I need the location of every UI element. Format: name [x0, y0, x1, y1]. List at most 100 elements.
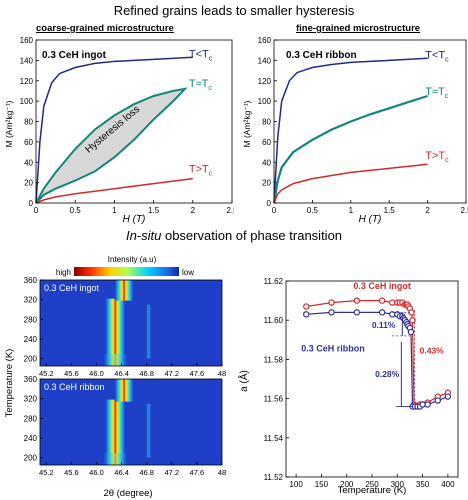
series-line	[273, 163, 428, 204]
panel-c-heatmap: Intensity (a.u) high low 200 240 280 320 360…	[4, 255, 226, 499]
y-tick-label: 320	[24, 296, 38, 305]
data-point	[444, 393, 452, 400]
x-tick-label: 47.6	[190, 369, 205, 378]
peak-broadening	[104, 453, 127, 465]
x-tick-label: 46.8	[139, 369, 154, 378]
y-tick-label: 120	[20, 77, 34, 86]
panel-c-ylabel: Temperature (K)	[4, 349, 15, 418]
panel-a-header: coarse-grained microstructure	[36, 23, 174, 34]
data-point	[328, 299, 335, 306]
y-tick-label: 0	[29, 199, 34, 208]
figure-title: Refined grains leads to smaller hysteres…	[113, 3, 355, 18]
y-tick-label: 240	[24, 335, 38, 344]
series-line	[35, 177, 193, 204]
panel-c-xlabel: 2θ (degree)	[103, 488, 152, 499]
y-tick-label: 11.52	[264, 473, 284, 482]
heatmap-frame	[39, 279, 223, 367]
panel-c-top-label: 0.3 CeH ingot	[44, 283, 100, 293]
y-tick-label: 140	[258, 56, 272, 65]
heatmap-frame	[39, 378, 223, 466]
colorbar-high-label: high	[56, 268, 71, 277]
curve-label: T≈Tc	[425, 86, 448, 100]
x-tick-label: 47.2	[164, 468, 179, 477]
y-tick-label: 200	[24, 355, 38, 364]
data-point	[303, 303, 310, 310]
data-point	[328, 309, 335, 316]
y-tick-label: 280	[24, 414, 38, 423]
subtitle-rest: observation of phase transition	[161, 228, 343, 243]
panel-a-ylabel: M (Am²kg⁻¹)	[4, 100, 14, 147]
data-point	[378, 297, 386, 304]
hysteresis-loop	[35, 87, 188, 204]
weak-peak	[146, 403, 151, 458]
x-tick-label: 45.2	[39, 369, 54, 378]
data-point	[378, 309, 386, 316]
curve-label: T≈Tc	[189, 78, 212, 92]
curve-label: T>Tc	[425, 150, 449, 164]
x-tick-label: 2.5	[460, 206, 468, 215]
panel-a-chart: 02040608010012014016000.511.522.5Hystere…	[4, 36, 234, 225]
curve-label: T<Tc	[425, 49, 449, 63]
x-tick-label: 0	[34, 206, 39, 215]
data-point	[419, 401, 426, 408]
data-point	[353, 309, 361, 316]
annotation-0.43: 0.43%	[420, 346, 445, 356]
colorbar	[74, 267, 179, 276]
y-tick-label: 11.62	[264, 277, 284, 286]
y-tick-label: 20	[24, 179, 33, 188]
x-tick-label: 100	[289, 480, 303, 489]
data-point	[303, 311, 310, 318]
y-tick-label: 240	[24, 434, 38, 443]
subtitle-italic: In-situ	[125, 228, 162, 243]
x-tick-label: 2	[425, 206, 430, 215]
x-tick-label: 300	[391, 480, 405, 489]
x-tick-label: 250	[365, 480, 379, 489]
x-tick-label: 45.6	[64, 369, 79, 378]
y-tick-label: 80	[24, 118, 33, 127]
y-tick-label: 20	[262, 179, 271, 188]
panel-b-ylabel: M (Am²kg⁻¹)	[242, 100, 252, 147]
panel-b-chart: 0 20 40 60 80 100 120 140 160 0 0.5 1 1.5 2 2.5 T<Tc T≈T…	[242, 36, 468, 225]
x-tick-label: 1.5	[384, 206, 396, 215]
y-tick-label: 140	[20, 56, 34, 65]
x-tick-label: 0.5	[307, 206, 319, 215]
series-line	[273, 57, 428, 204]
y-tick-label: 11.56	[264, 395, 284, 404]
x-tick-label: 1	[112, 206, 117, 215]
data-point	[434, 397, 441, 404]
x-tick-label: 47.6	[190, 468, 205, 477]
y-tick-label: 60	[262, 138, 271, 147]
data-point	[407, 328, 415, 336]
colorbar-low-label: low	[182, 268, 194, 277]
y-tick-label: 280	[24, 315, 38, 324]
series-line	[272, 94, 428, 204]
series-label-ribbon: 0.3 CeH ribbon	[301, 344, 365, 354]
diffraction-peak-high-t	[115, 280, 133, 301]
panel-d-xlabel: Temperature (K)	[338, 485, 407, 496]
x-tick-label: 48	[218, 468, 226, 477]
y-tick-label: 40	[24, 158, 33, 167]
x-tick-label: 2.5	[226, 206, 234, 215]
figure-subtitle: In-situ observation of phase transition	[0, 228, 468, 243]
data-point	[424, 401, 431, 408]
diffraction-peak-high-t	[115, 379, 133, 402]
data-point	[353, 297, 361, 304]
y-tick-label: 160	[20, 36, 34, 45]
x-tick-label: 1.5	[148, 206, 160, 215]
y-tick-label: 160	[258, 36, 272, 45]
panel-a-box-label: 0.3 CeH ingot	[42, 50, 107, 61]
x-tick-label: 150	[315, 480, 329, 489]
x-tick-label: 0	[272, 206, 277, 215]
curve-label: T>Tc	[189, 163, 213, 177]
x-tick-label: 45.6	[64, 468, 79, 477]
diffraction-peak-low-t	[105, 399, 125, 465]
x-tick-label: 46.4	[114, 468, 129, 477]
weak-peak	[146, 304, 151, 359]
data-point	[389, 299, 396, 306]
panel-b-xlabel: H (T)	[359, 214, 382, 225]
panel-a-xlabel: H (T)	[123, 214, 146, 225]
x-tick-label: 46.0	[89, 468, 104, 477]
y-tick-label: 200	[24, 454, 38, 463]
x-tick-label: 46.4	[114, 369, 129, 378]
y-tick-label: 60	[24, 138, 33, 147]
